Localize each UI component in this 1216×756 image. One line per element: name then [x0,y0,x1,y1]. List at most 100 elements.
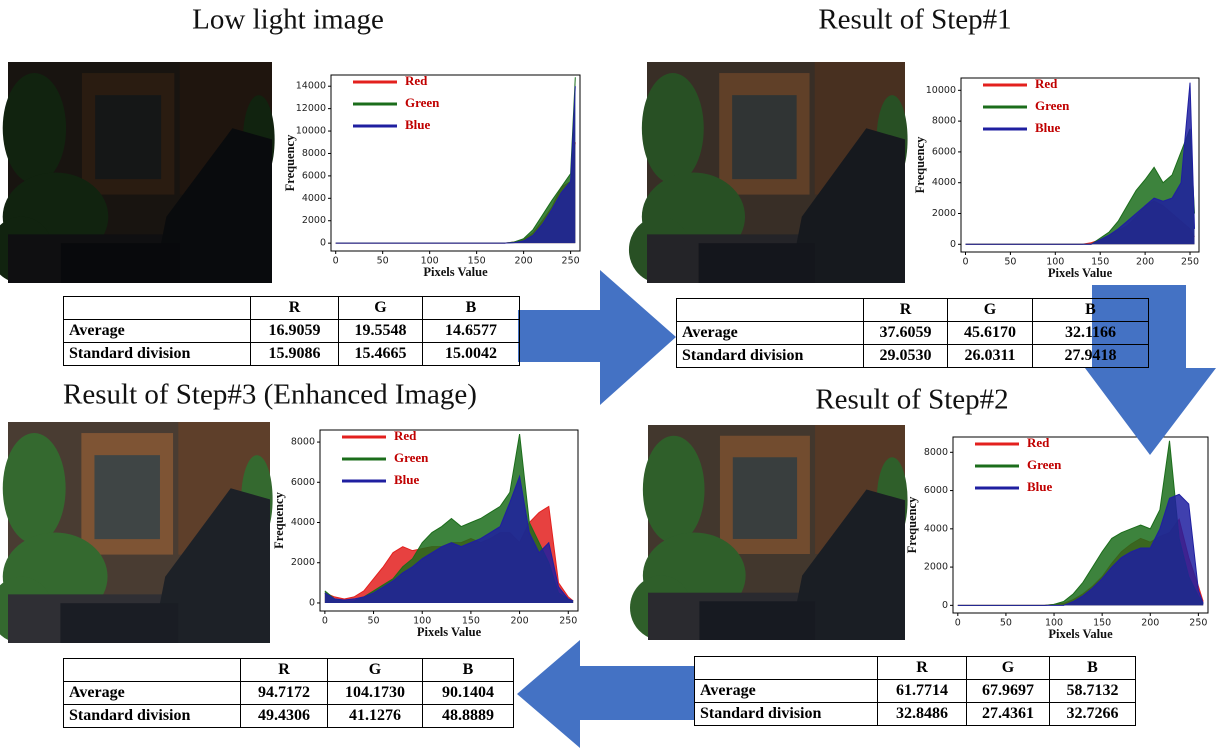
y-axis-label: Frequency [905,496,919,553]
photo-seat [60,603,178,643]
x-axis-label: Pixels Value [1048,266,1113,280]
table-cell: G [967,657,1050,680]
panel-title: Result of Step#3 (Enhanced Image) [63,379,477,411]
x-tick-label: 250 [1189,618,1207,629]
table-cell: 15.4665 [339,343,423,366]
x-tick-label: 50 [377,256,389,267]
y-tick-label: 0 [309,597,315,608]
table-cell: 27.9418 [1033,345,1149,368]
legend-label: Green [1035,98,1070,113]
x-tick-label: 0 [962,257,968,268]
table-cell: 61.7714 [878,680,967,703]
y-tick-label: 8000 [924,447,948,458]
table-cell: R [878,657,967,680]
table-cell: 16.9059 [251,320,339,343]
table-cell: Standard division [695,703,878,726]
legend-label: Red [405,73,428,88]
photo-plant [643,436,705,544]
table-cell: G [339,297,423,320]
table-cell: 29.0530 [864,345,948,368]
x-tick-label: 0 [333,256,339,267]
table-cell: 49.4306 [241,705,328,728]
legend-label: Green [394,450,429,465]
x-tick-label: 50 [1000,618,1012,629]
y-tick-label: 4000 [291,517,315,528]
x-tick-label: 200 [511,616,529,627]
table-cell: 67.9697 [967,680,1050,703]
table-cell: 32.1166 [1033,322,1149,345]
photo [0,62,275,283]
table-row: Standard division15.908615.466515.0042 [64,343,520,366]
x-tick-label: 0 [322,616,328,627]
table-cell [64,659,241,682]
y-axis-label: Frequency [913,136,927,193]
x-tick-label: 250 [562,256,580,267]
table-cell: 90.1404 [423,682,514,705]
table-cell: R [241,659,328,682]
y-tick-label: 2000 [932,208,956,219]
x-tick-label: 200 [1141,618,1159,629]
table-cell [695,657,878,680]
table-cell: 14.6577 [423,320,520,343]
y-axis-label: Frequency [272,491,286,548]
table-cell: Average [695,680,878,703]
table-cell: 41.1276 [328,705,423,728]
table-cell: 94.7172 [241,682,328,705]
table-cell: Average [677,322,864,345]
x-tick-label: 0 [955,618,961,629]
photo [629,62,908,283]
page: {"panels": [ {"title": "Low light image"… [0,0,1216,756]
panel-title: Result of Step#2 [815,384,1008,416]
table-cell: 45.6170 [948,322,1033,345]
x-tick-label: 200 [1136,257,1154,268]
photo [630,425,908,640]
arrow-left [517,640,695,748]
table-cell: B [423,659,514,682]
arrow-right [518,270,676,405]
y-tick-label: 6000 [932,146,956,157]
table-cell: 15.9086 [251,343,339,366]
y-tick-label: 14000 [296,81,326,92]
photo-window [733,457,797,539]
table-cell: 15.0042 [423,343,520,366]
figure: Low light image0501001502002500200040006… [0,0,1216,756]
table-cell: 19.5548 [339,320,423,343]
legend-label: Blue [1027,479,1053,494]
table-cell: 27.4361 [967,703,1050,726]
photo-plant [3,73,66,184]
y-axis-label: Frequency [283,134,297,191]
table-cell: Average [64,320,251,343]
table-cell [64,297,251,320]
y-tick-label: 0 [320,238,326,249]
table-cell: Standard division [64,705,241,728]
table-row: Average37.605945.617032.1166 [677,322,1149,345]
y-tick-label: 6000 [302,170,326,181]
stats-table: RGBAverage61.771467.969758.7132Standard … [694,656,1136,726]
table-cell: 58.7132 [1050,680,1136,703]
table-cell: R [251,297,339,320]
photo-window [732,95,797,179]
stats-table: RGBAverage37.605945.617032.1166Standard … [676,298,1149,368]
x-tick-label: 250 [559,616,577,627]
photo-window [95,95,161,179]
photo [0,422,273,643]
photo-plant [642,73,704,184]
y-tick-label: 0 [942,600,948,611]
x-tick-label: 250 [1181,257,1199,268]
table-cell: Standard division [64,343,251,366]
y-tick-label: 8000 [932,116,956,127]
table-cell: 26.0311 [948,345,1033,368]
y-tick-label: 2000 [291,557,315,568]
table-cell: G [328,659,423,682]
y-tick-label: 4000 [302,193,326,204]
